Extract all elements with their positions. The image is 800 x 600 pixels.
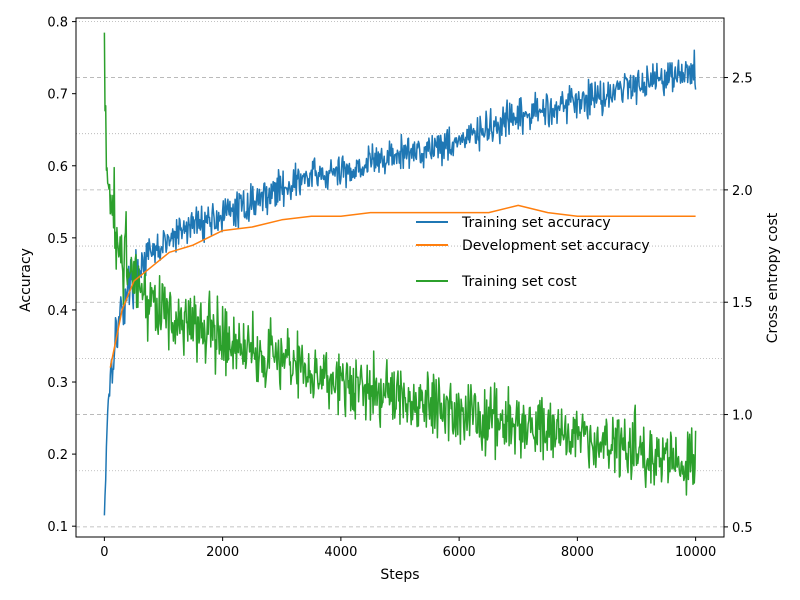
y-right-tick-label: 2.0 (732, 184, 753, 199)
x-tick-label: 10000 (675, 545, 716, 560)
y-right-tick-label: 1.5 (732, 296, 753, 311)
legend: Training set accuracy Development set acc… (416, 215, 650, 290)
y-ticks-left: 0.1 0.2 0.3 0.4 0.5 0.6 0.7 0.8 (47, 16, 76, 535)
y-right-tick-label: 2.5 (732, 72, 753, 87)
y-left-tick-label: 0.3 (47, 376, 68, 391)
legend-label: Development set accuracy (462, 238, 650, 254)
y-axis-label-left: Accuracy (18, 248, 34, 312)
y-left-tick-label: 0.4 (47, 304, 68, 319)
series-line-training-set-cost (103, 32, 697, 496)
x-tick-label: 2000 (206, 545, 239, 560)
y-left-tick-label: 0.6 (47, 160, 68, 175)
legend-label: Training set cost (461, 274, 577, 290)
y-right-tick-label: 1.0 (732, 409, 753, 424)
legend-label: Training set accuracy (461, 215, 611, 231)
y-left-tick-label: 0.7 (47, 88, 68, 103)
y-left-tick-label: 0.1 (47, 520, 68, 535)
series-line-development-set-accuracy (109, 204, 696, 368)
y-left-tick-label: 0.2 (47, 448, 68, 463)
x-axis-label: Steps (380, 567, 419, 583)
x-tick-label: 6000 (443, 545, 476, 560)
x-tick-label: 4000 (324, 545, 357, 560)
series-layer (103, 32, 697, 516)
y-left-tick-label: 0.5 (47, 232, 68, 247)
x-tick-label: 8000 (561, 545, 594, 560)
y-ticks-right: 0.5 1.0 1.5 2.0 2.5 (724, 72, 753, 536)
x-tick-label: 0 (100, 545, 108, 560)
y-left-tick-label: 0.8 (47, 16, 68, 31)
plot-frame (75, 17, 725, 538)
y-axis-label-right: Cross entropy cost (765, 212, 781, 343)
y-right-tick-label: 0.5 (732, 521, 753, 536)
x-ticks: 0 2000 4000 6000 8000 10000 (100, 537, 716, 560)
